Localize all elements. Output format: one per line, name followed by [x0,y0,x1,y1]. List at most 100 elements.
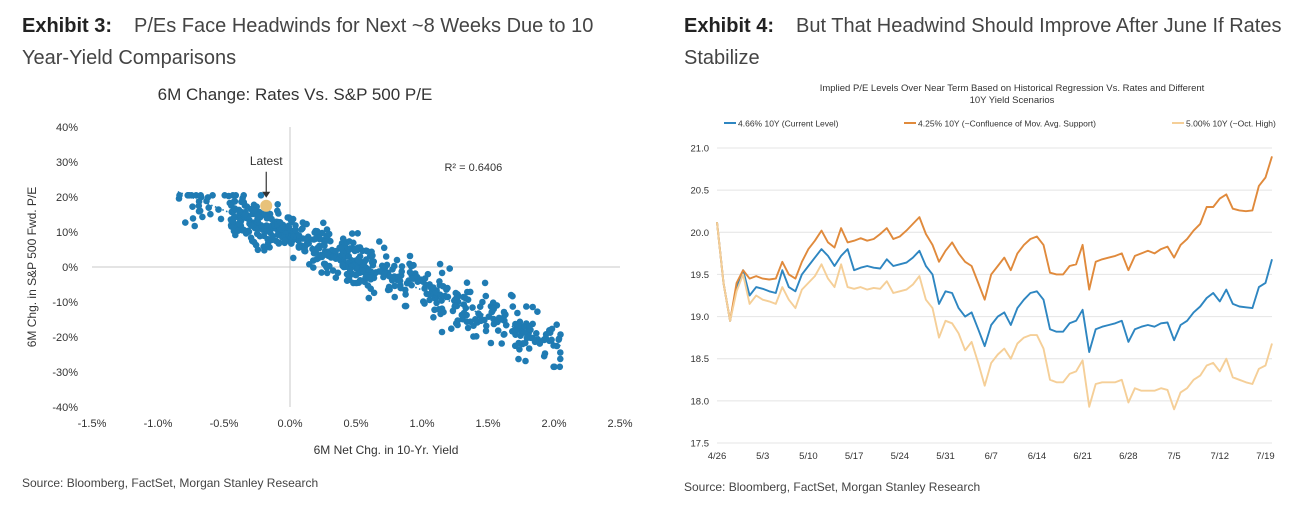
scatter-point [318,252,325,259]
scatter-point [364,282,372,289]
line-chart-title-line2: 10Y Yield Scenarios [970,95,1055,106]
y-tick-label: 18.0 [691,396,710,407]
scatter-point [306,261,313,268]
x-tick-label: 5/24 [891,451,910,462]
scatter-point [514,309,521,317]
scatter-y-axis-label: 6M Chg. in S&P 500 Fwd. P/E [25,187,39,348]
scatter-point [498,340,506,347]
scatter-point [376,238,383,245]
scatter-point [438,297,445,304]
scatter-point [398,268,406,275]
exhibit-4-title-text: But That Headwind Should Improve After J… [684,15,1282,69]
scatter-point [287,216,294,223]
scatter-point [540,352,548,360]
scatter-point [339,253,346,260]
x-tick-label: 0.0% [277,418,302,430]
scatter-point [273,237,280,245]
scatter-point [385,283,393,291]
legend-entry: 4.25% 10Y (~Confluence of Mov. Avg. Supp… [918,119,1096,129]
scatter-point [229,218,237,225]
x-tick-label: 6/14 [1028,451,1047,462]
scatter-point [470,333,477,340]
y-tick-label: 18.5 [691,354,710,365]
scatter-point [263,222,270,229]
scatter-point [557,355,564,363]
x-tick-label: -0.5% [210,418,239,430]
scatter-point [525,345,533,352]
scatter-point [365,294,373,302]
exhibit-4-source: Source: Bloomberg, FactSet, Morgan Stanl… [684,480,981,494]
x-tick-label: 6/28 [1119,451,1138,462]
y-tick-label: -10% [52,297,78,309]
scatter-point [444,284,451,292]
scatter-point [461,294,469,302]
y-tick-label: 10% [56,227,78,239]
scatter-point [235,220,243,227]
scatter-point [386,273,393,280]
scatter-point [523,334,531,342]
x-tick-label: 4/26 [708,451,727,462]
latest-arrow-head [262,191,271,198]
exhibit-4-panel: Exhibit 4: But That Headwind Should Impro… [672,0,1307,507]
exhibit-4-label: Exhibit 4: [684,15,775,37]
x-tick-label: 6/21 [1073,451,1092,462]
x-tick-label: 2.5% [607,418,632,430]
scatter-point [406,269,414,276]
scatter-point [409,262,417,269]
scatter-point [231,213,238,220]
trend-line [177,191,561,347]
scatter-point [250,207,258,214]
scatter-point [322,262,330,270]
scatter-chart: 6M Change: Rates Vs. S&P 500 P/E 6M Chg.… [25,85,633,457]
series-line [716,222,1273,353]
scatter-point [203,197,210,205]
scatter-point [257,192,265,199]
scatter-point [312,235,319,243]
x-tick-label: 2.0% [541,418,566,430]
scatter-point [381,264,389,271]
scatter-point [453,302,461,310]
scatter-point [458,311,466,319]
scatter-point [313,255,321,263]
scatter-point [557,349,564,356]
scatter-point [281,237,289,244]
scatter-point [469,304,476,311]
scatter-point [321,238,329,245]
scatter-point [426,296,433,304]
scatter-point [405,277,413,284]
x-tick-label: 5/10 [799,451,818,462]
x-tick-label: -1.5% [78,418,107,430]
exhibit-3-panel: Exhibit 3: P/Es Face Headwinds for Next ~… [0,0,650,507]
scatter-point [436,260,444,268]
scatter-point [476,303,484,310]
scatter-point [274,201,282,208]
scatter-point [345,246,353,254]
scatter-point [444,293,452,301]
scatter-point [323,249,331,257]
x-tick-label: 1.0% [409,418,434,430]
scatter-point [472,316,479,323]
y-tick-label: 20.5 [691,186,710,197]
scatter-point [337,244,345,252]
scatter-point [391,282,399,290]
scatter-point [369,257,377,265]
latest-point [260,199,273,212]
scatter-point [356,277,364,284]
series-line [716,156,1273,322]
x-tick-label: 7/12 [1211,451,1230,462]
scatter-point [365,266,372,273]
scatter-point [366,274,373,282]
scatter-point [241,211,249,218]
scatter-point [463,311,470,319]
scatter-point [298,226,305,233]
scatter-point [292,226,299,234]
scatter-point [359,267,366,275]
scatter-point [467,288,474,296]
line-chart: Implied P/E Levels Over Near Term Based … [691,83,1277,462]
scatter-point [436,278,443,285]
scatter-point [501,330,508,338]
legend-entry: 5.00% 10Y (~Oct. High) [1186,119,1276,129]
y-tick-label: 19.0 [691,312,710,323]
scatter-point [261,247,268,254]
scatter-point [256,214,264,221]
